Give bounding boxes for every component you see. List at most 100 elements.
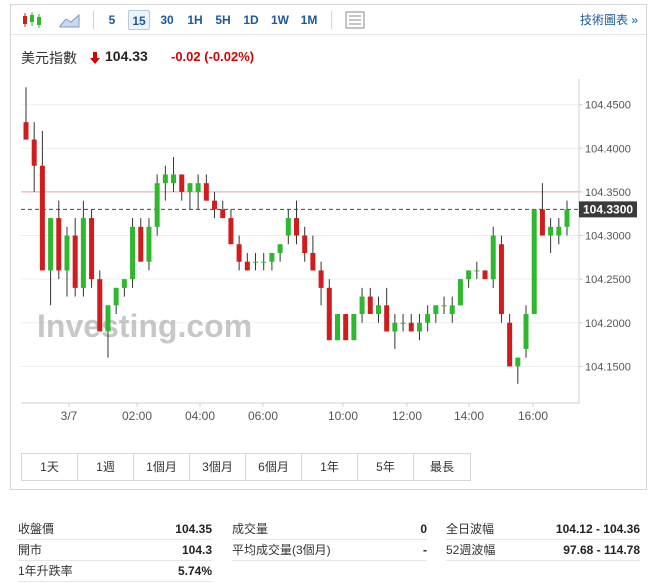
candle-body xyxy=(203,183,209,201)
candle-body xyxy=(490,235,496,280)
candle-body xyxy=(162,174,168,184)
interval-1h[interactable]: 1H xyxy=(187,13,203,27)
candle xyxy=(482,270,488,280)
candle-body xyxy=(425,314,431,323)
candle-body xyxy=(121,279,127,288)
candle xyxy=(89,209,95,288)
candle-body xyxy=(441,305,447,307)
stat-label: 成交量 xyxy=(232,522,269,536)
stat-row: 52週波幅 97.68 - 114.78 xyxy=(446,540,640,561)
range-selector: 1天 1週 1個月 3個月 6個月 1年 5年 最長 xyxy=(21,453,471,481)
candle-body xyxy=(212,200,218,210)
price-chart[interactable]: Investing.com 104.4500 104.4000 104.3500 10… xyxy=(11,5,648,491)
range-5y[interactable]: 5年 xyxy=(358,454,414,480)
candle-body xyxy=(539,209,545,236)
stat-value: 97.68 - 114.78 xyxy=(563,543,640,557)
technical-chart-link[interactable]: 技術圖表 » xyxy=(579,13,638,27)
candle-body xyxy=(130,226,136,280)
stat-label: 52週波幅 xyxy=(446,543,496,557)
candle-body xyxy=(523,314,529,349)
stat-value: 5.74% xyxy=(177,564,212,578)
interval-1d[interactable]: 1D xyxy=(243,13,259,27)
candle-body xyxy=(416,322,422,332)
candle xyxy=(138,218,144,262)
candle xyxy=(105,305,111,358)
candle-body xyxy=(31,139,37,166)
candle xyxy=(23,87,29,140)
candle xyxy=(269,252,275,271)
data-table-icon[interactable] xyxy=(344,10,366,30)
chart-panel: 5 15 30 1H 5H 1D 1W 1M 技術圖表 » 美元指數 104.3… xyxy=(10,4,647,490)
interval-1w[interactable]: 1W xyxy=(271,13,289,27)
candle-body xyxy=(548,226,554,236)
candle-body xyxy=(564,209,570,227)
stat-value: 104.12 - 104.36 xyxy=(555,522,640,536)
stat-row: 開市 104.3 xyxy=(18,540,212,561)
stat-label: 開市 xyxy=(18,543,43,557)
candle-body xyxy=(531,209,537,315)
candle xyxy=(457,279,463,306)
stats-column-3: 全日波幅 104.12 - 104.36 52週波幅 97.68 - 114.78 xyxy=(446,519,640,561)
current-price-label: 104.3300 xyxy=(583,202,633,216)
y-tick-label: 104.3500 xyxy=(585,187,631,199)
candle xyxy=(334,314,340,341)
interval-15[interactable]: 15 xyxy=(128,10,150,30)
candle xyxy=(359,287,365,323)
candlestick-chart-icon[interactable] xyxy=(19,10,45,30)
candle-body xyxy=(236,244,242,262)
candle-body xyxy=(384,305,390,332)
interval-5[interactable]: 5 xyxy=(108,13,116,27)
candle-body xyxy=(80,218,86,288)
candle-body xyxy=(113,287,119,306)
range-1d[interactable]: 1天 xyxy=(22,454,78,480)
candle xyxy=(179,174,185,201)
range-max[interactable]: 最長 xyxy=(414,454,470,480)
candle-body xyxy=(138,226,144,262)
candle xyxy=(425,305,431,332)
toolbar-divider xyxy=(331,11,332,29)
stat-label: 收盤價 xyxy=(18,522,55,536)
candle xyxy=(564,200,570,236)
x-tick-label: 16:00 xyxy=(518,409,548,423)
range-1w[interactable]: 1週 xyxy=(78,454,134,480)
candle xyxy=(466,270,472,288)
candle xyxy=(318,261,324,306)
y-tick-label: 104.2000 xyxy=(585,318,631,330)
candle-body xyxy=(244,261,250,271)
candle-body xyxy=(285,218,291,236)
candle-body xyxy=(261,261,267,263)
last-price: 104.33 xyxy=(105,48,148,64)
x-tick-label: 04:00 xyxy=(185,409,215,423)
candle xyxy=(310,235,316,271)
candle-body xyxy=(482,270,488,280)
interval-5h[interactable]: 5H xyxy=(215,13,231,27)
candle xyxy=(277,244,283,262)
change-value: -0.02 xyxy=(171,49,201,64)
range-6m[interactable]: 6個月 xyxy=(246,454,302,480)
candle-body xyxy=(375,305,381,315)
candle xyxy=(31,122,37,192)
candle-body xyxy=(97,279,103,332)
candle xyxy=(244,252,250,271)
area-chart-icon[interactable] xyxy=(57,10,83,30)
candle xyxy=(187,183,193,210)
candle-body xyxy=(310,252,316,271)
current-price-box xyxy=(579,201,637,218)
range-1y[interactable]: 1年 xyxy=(302,454,358,480)
candle-body xyxy=(89,218,95,280)
candle-body xyxy=(64,235,70,271)
interval-30[interactable]: 30 xyxy=(160,13,174,27)
candle-body xyxy=(48,218,54,271)
stat-label: 平均成交量(3個月) xyxy=(232,543,331,557)
range-3m[interactable]: 3個月 xyxy=(190,454,246,480)
interval-1m[interactable]: 1M xyxy=(300,13,318,27)
candle-body xyxy=(334,314,340,341)
price-change: -0.02 (-0.02%) xyxy=(171,49,254,64)
range-1m[interactable]: 1個月 xyxy=(134,454,190,480)
candle-body xyxy=(179,174,185,192)
candle-body xyxy=(220,209,226,219)
candle xyxy=(121,279,127,297)
candle-body xyxy=(474,270,480,272)
candle-body xyxy=(351,314,357,341)
candle xyxy=(203,174,209,201)
